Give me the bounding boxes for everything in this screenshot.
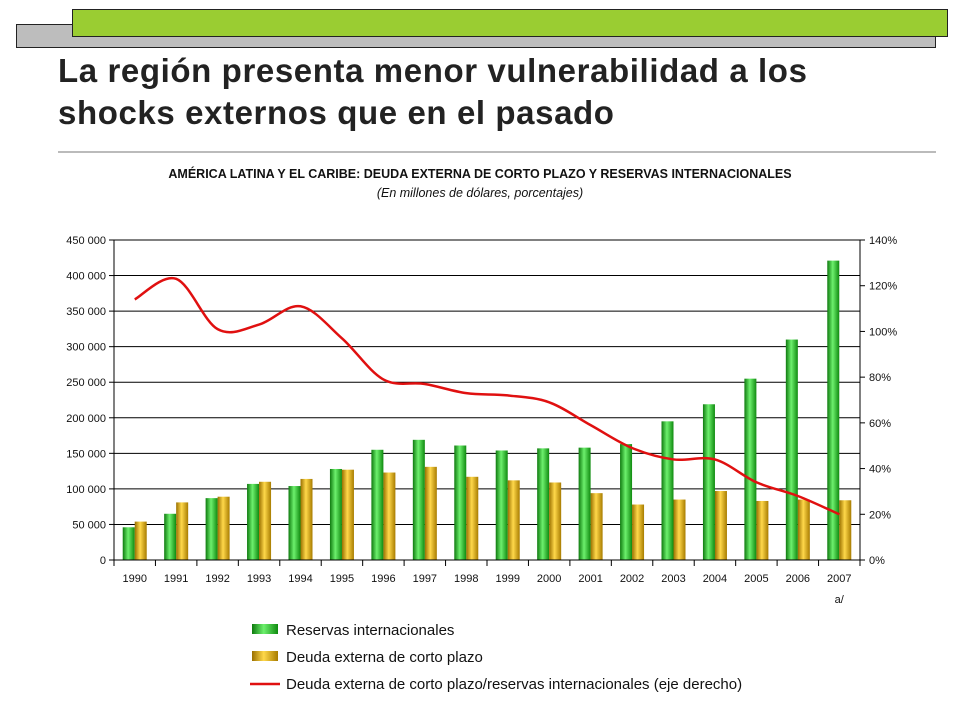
right-tick-label: 120% xyxy=(869,281,897,293)
x-tick-label: 1994 xyxy=(288,573,312,585)
left-tick-label: 250 000 xyxy=(66,377,106,389)
gridlines xyxy=(114,239,860,525)
bar-reservas xyxy=(702,404,715,560)
legend-label-reservas: Reservas internacionales xyxy=(286,622,454,639)
x-tick-label: 1996 xyxy=(371,573,395,585)
bars xyxy=(122,260,852,560)
x-tick-label: 1993 xyxy=(247,573,271,585)
bar-deuda xyxy=(176,502,189,560)
header-bar-green xyxy=(72,9,948,37)
legend-swatch-reservas xyxy=(252,624,278,634)
bar-reservas xyxy=(205,498,218,560)
right-tick-label: 140% xyxy=(869,235,897,247)
bar-deuda xyxy=(466,476,479,560)
x-tick-label: 2006 xyxy=(786,573,810,585)
x-tick-label: 2002 xyxy=(620,573,644,585)
x-tick-label: 2004 xyxy=(703,573,727,585)
bar-deuda xyxy=(756,500,769,560)
right-tick-label: 40% xyxy=(869,464,891,476)
left-tick-label: 350 000 xyxy=(66,306,106,318)
left-tick-label: 100 000 xyxy=(66,484,106,496)
left-tick-label: 0 xyxy=(100,555,106,567)
bar-deuda xyxy=(507,480,520,560)
bar-reservas xyxy=(412,439,425,560)
x-tick-label: 1995 xyxy=(330,573,354,585)
line-ratio xyxy=(134,276,840,516)
x-tick-label: 1998 xyxy=(454,573,478,585)
bar-reservas xyxy=(537,448,550,560)
bar-reservas xyxy=(744,378,757,560)
bar-reservas xyxy=(288,486,301,560)
right-tick-label: 80% xyxy=(869,372,891,384)
x-tick-label: 1991 xyxy=(164,573,188,585)
bar-reservas xyxy=(785,339,798,560)
x-tick-label: 1999 xyxy=(495,573,519,585)
slide-title-line-2: shocks externos que en el pasado xyxy=(58,94,615,131)
axes: 0 50 000 100 000 150 000 200 000 250 000 300 0… xyxy=(66,235,897,606)
legend-label-deuda: Deuda externa de corto plazo xyxy=(286,649,483,666)
x-tick-label: 1990 xyxy=(122,573,146,585)
left-tick-label: 50 000 xyxy=(72,519,106,531)
x-tick-note: a/ xyxy=(835,594,845,606)
bar-deuda xyxy=(797,499,810,560)
bar-deuda xyxy=(217,496,230,560)
bar-reservas xyxy=(661,421,674,560)
bar-deuda xyxy=(590,493,603,560)
bar-deuda xyxy=(134,521,147,560)
x-tick-label: 2003 xyxy=(661,573,685,585)
bar-deuda xyxy=(839,500,852,560)
legend-label-ratio: Deuda externa de corto plazo/reservas in… xyxy=(286,676,742,693)
legend: Reservas internacionales Deuda externa de… xyxy=(250,622,742,693)
x-tick-label: 2001 xyxy=(578,573,602,585)
bar-reservas xyxy=(122,527,135,560)
right-tick-label: 20% xyxy=(869,509,891,521)
bar-deuda xyxy=(300,478,313,560)
x-tick-label: 2007 xyxy=(827,573,851,585)
x-tick-label: 2000 xyxy=(537,573,561,585)
bar-deuda xyxy=(259,481,272,560)
bar-deuda xyxy=(341,469,354,560)
bar-deuda xyxy=(714,491,727,560)
bar-reservas xyxy=(247,483,260,560)
bar-deuda xyxy=(673,499,686,560)
x-tick-label: 2005 xyxy=(744,573,768,585)
bar-reservas xyxy=(495,450,508,560)
right-tick-label: 100% xyxy=(869,326,897,338)
ratio-line xyxy=(134,276,840,516)
bar-reservas xyxy=(578,447,591,560)
right-tick-label: 0% xyxy=(869,555,885,567)
x-tick-label: 1992 xyxy=(205,573,229,585)
bar-deuda xyxy=(383,472,396,560)
bar-reservas xyxy=(620,444,633,560)
left-tick-label: 300 000 xyxy=(66,342,106,354)
bar-deuda xyxy=(549,482,562,560)
chart-subtitle: (En millones de dólares, porcentajes) xyxy=(376,186,584,200)
left-tick-label: 150 000 xyxy=(66,448,106,460)
slide-title-line-1: La región presenta menor vulnerabilidad … xyxy=(58,52,808,89)
left-tick-label: 450 000 xyxy=(66,235,106,247)
left-tick-label: 400 000 xyxy=(66,271,106,283)
bar-reservas xyxy=(329,468,342,560)
left-tick-label: 200 000 xyxy=(66,413,106,425)
x-tick-label: 1997 xyxy=(413,573,437,585)
bar-reservas xyxy=(454,445,467,560)
chart-title: AMÉRICA LATINA Y EL CARIBE: DEUDA EXTERN… xyxy=(168,167,792,181)
bar-deuda xyxy=(424,466,437,560)
bar-deuda xyxy=(632,504,645,560)
bar-reservas xyxy=(164,513,177,560)
right-tick-label: 60% xyxy=(869,418,891,430)
bar-reservas xyxy=(371,449,384,560)
slide-title: La región presenta menor vulnerabilidad … xyxy=(58,50,938,134)
legend-swatch-deuda xyxy=(252,651,278,661)
title-divider xyxy=(58,151,936,153)
bar-reservas xyxy=(827,260,840,560)
